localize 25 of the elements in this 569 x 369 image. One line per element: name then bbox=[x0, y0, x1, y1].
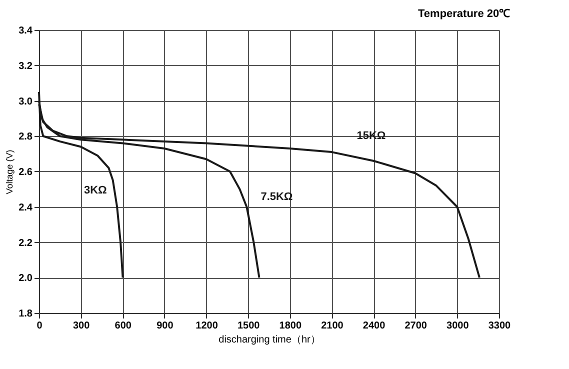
x-tick-label: 3300 bbox=[488, 320, 512, 332]
x-tick-label: 2400 bbox=[362, 320, 386, 332]
y-tick-label: 2.2 bbox=[18, 238, 33, 249]
y-tick-label: 3.2 bbox=[18, 60, 33, 72]
y-tick-label: 2.0 bbox=[18, 273, 33, 284]
x-tick-label: 3000 bbox=[446, 320, 470, 332]
x-tick-label: 900 bbox=[156, 320, 174, 332]
y-tick-label: 1.8 bbox=[18, 308, 33, 320]
y-tick-label: 2.4 bbox=[18, 202, 33, 214]
y-tick-label: 3.4 bbox=[18, 26, 33, 36]
x-tick-label: 300 bbox=[72, 320, 90, 332]
x-tick-label: 1500 bbox=[237, 320, 260, 332]
chart-title: Temperature 20℃ bbox=[418, 8, 510, 20]
x-tick-label: 2700 bbox=[404, 320, 428, 332]
y-tick-label: 2.6 bbox=[18, 167, 33, 178]
x-tick-label: 1800 bbox=[279, 320, 302, 332]
y-tick-label: 3.0 bbox=[18, 96, 33, 108]
x-tick-label: 2100 bbox=[321, 320, 344, 332]
x-tick-label: 600 bbox=[114, 320, 132, 332]
x-tick-label: 1200 bbox=[196, 320, 218, 332]
series-label: 3KΩ bbox=[84, 184, 108, 196]
x-tick-label: 0 bbox=[36, 320, 43, 332]
y-tick-label: 2.8 bbox=[18, 132, 33, 143]
y-axis-title: Voltage (V) bbox=[4, 150, 15, 194]
x-axis-title: discharging time（hr） bbox=[218, 334, 320, 346]
